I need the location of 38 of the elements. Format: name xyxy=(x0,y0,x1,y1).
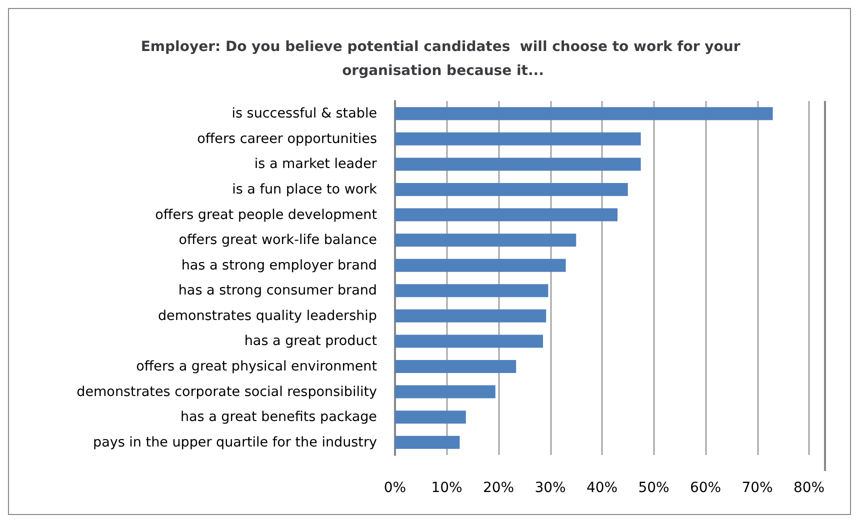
bar xyxy=(395,436,460,449)
x-tick-label: 20% xyxy=(482,480,514,496)
bar xyxy=(395,183,628,196)
x-tick-label: 70% xyxy=(742,480,773,496)
bar xyxy=(395,258,566,272)
bar xyxy=(395,334,544,348)
x-tick-label: 10% xyxy=(431,480,462,496)
y-tick-label: has a great product xyxy=(244,333,377,350)
x-tick-label: 0% xyxy=(384,480,406,496)
bar xyxy=(395,208,618,222)
x-tick-label: 60% xyxy=(690,480,722,496)
y-tick-label: offers a great physical environment xyxy=(136,358,377,374)
y-tick-label: pays in the upper quartile for the industry xyxy=(93,434,378,450)
bar xyxy=(395,360,516,373)
chart-title: Employer: Do you believe potential candidates will choose to work for your organisation because it... xyxy=(140,39,746,79)
x-tick-label: 80% xyxy=(793,480,825,496)
y-tick-label: has a strong employer brand xyxy=(181,257,377,274)
x-tick-label: 40% xyxy=(586,480,618,496)
bar xyxy=(395,309,546,322)
y-tick-label: is a fun place to work xyxy=(232,182,378,198)
bar xyxy=(395,132,641,146)
y-tick-label: is successful & stable xyxy=(232,106,377,122)
bar xyxy=(395,410,466,424)
y-tick-label: has a strong consumer brand xyxy=(178,282,377,299)
x-tick-label: 50% xyxy=(638,480,670,496)
y-tick-label: has a great benefits package xyxy=(180,409,377,426)
bar xyxy=(395,158,641,171)
y-tick-label: offers great work-life balance xyxy=(178,232,377,248)
y-tick-label: demonstrates corporate social responsibility xyxy=(76,384,377,400)
x-tick-label: 30% xyxy=(534,480,566,496)
y-tick-label: is a market leader xyxy=(254,156,378,172)
bar xyxy=(395,385,496,398)
bar xyxy=(395,284,548,298)
y-tick-label: offers career opportunities xyxy=(197,130,377,147)
y-tick-label: offers great people development xyxy=(155,206,377,223)
bar xyxy=(395,234,576,247)
bar xyxy=(395,107,773,120)
y-tick-label: demonstrates quality leadership xyxy=(158,308,377,324)
